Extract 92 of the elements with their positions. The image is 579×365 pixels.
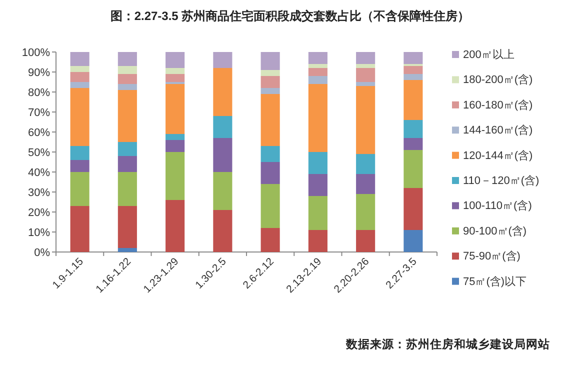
bar — [356, 194, 376, 230]
bar — [260, 228, 280, 252]
bar — [356, 154, 376, 174]
bar — [356, 68, 376, 82]
bar — [260, 184, 280, 228]
bar — [308, 68, 328, 76]
y-tick-label: 80% — [28, 87, 50, 99]
bar — [166, 84, 185, 134]
legend-label: 110－120㎡(含) — [463, 174, 540, 187]
bar — [356, 230, 376, 252]
bar — [308, 230, 328, 252]
bar — [308, 76, 328, 84]
bar — [213, 172, 232, 210]
bar — [118, 172, 137, 206]
bar — [118, 206, 137, 248]
y-tick-label: 10% — [28, 227, 50, 239]
bar — [404, 80, 423, 120]
bar — [213, 116, 232, 138]
legend-label: 75㎡(含)以下 — [463, 274, 527, 288]
bar — [213, 68, 232, 116]
chart-title: 图：2.27-3.5 苏州商品住宅面积段成交套数占比（不含保障性住房） — [110, 9, 470, 23]
y-tick-label: 100% — [22, 47, 50, 59]
bar — [166, 140, 185, 152]
legend-label: 100-110㎡(含) — [463, 199, 532, 212]
bar — [308, 196, 328, 230]
bar — [166, 52, 185, 68]
bar — [166, 134, 185, 140]
bar — [308, 174, 328, 196]
bar — [404, 138, 423, 150]
bar — [118, 66, 137, 74]
bar — [70, 88, 90, 146]
bar — [308, 152, 328, 174]
bar — [166, 74, 185, 82]
legend-label: 120-144㎡(含) — [463, 148, 533, 162]
bar — [70, 146, 90, 160]
bar — [404, 230, 423, 252]
bar — [260, 88, 280, 94]
bar — [356, 64, 376, 68]
bar — [404, 52, 423, 64]
bar — [404, 74, 423, 80]
legend-label: 75-90㎡(含) — [463, 250, 520, 263]
bar — [118, 74, 137, 84]
bar — [260, 52, 280, 70]
bar — [166, 200, 185, 252]
y-tick-label: 60% — [28, 127, 50, 139]
bar — [118, 84, 137, 90]
bar — [70, 66, 90, 72]
y-tick-label: 50% — [28, 147, 50, 159]
bar — [70, 172, 90, 206]
bar — [118, 156, 137, 172]
legend-label: 144-160㎡(含) — [463, 124, 533, 137]
bar — [356, 174, 376, 194]
bar — [70, 160, 90, 172]
bar — [70, 206, 90, 252]
bar — [260, 94, 280, 146]
bar — [70, 82, 90, 88]
bar — [118, 52, 137, 66]
bar — [356, 86, 376, 154]
legend-label: 180-200㎡(含) — [463, 73, 533, 86]
bar — [356, 52, 376, 64]
bar — [118, 248, 137, 252]
bar — [166, 68, 185, 74]
y-tick-label: 40% — [28, 167, 50, 179]
legend-label: 200㎡以上 — [463, 48, 514, 61]
bar — [260, 76, 280, 88]
y-tick-label: 90% — [28, 67, 50, 79]
bar — [404, 150, 423, 188]
bar — [404, 120, 423, 138]
source-note: 数据来源：苏州住房和城乡建设局网站 — [345, 337, 550, 351]
bar — [166, 152, 185, 200]
bar — [260, 70, 280, 76]
bar — [356, 82, 376, 86]
bar — [404, 188, 423, 230]
bar — [404, 66, 423, 74]
y-tick-label: 20% — [28, 207, 50, 219]
bar — [118, 90, 137, 142]
bar — [308, 64, 328, 68]
y-tick-label: 70% — [28, 107, 50, 119]
y-tick-label: 30% — [28, 187, 50, 199]
bar — [260, 146, 280, 162]
bar — [213, 138, 232, 172]
bar — [70, 52, 90, 66]
legend-label: 90-100㎡(含) — [463, 224, 527, 238]
bar — [260, 162, 280, 184]
legend-label: 160-180㎡(含) — [463, 98, 533, 112]
bar — [213, 52, 232, 68]
y-tick-label: 0% — [34, 247, 50, 259]
bar — [70, 72, 90, 82]
bar — [308, 52, 328, 64]
bar — [213, 210, 232, 252]
bar — [308, 84, 328, 152]
bar — [118, 142, 137, 156]
